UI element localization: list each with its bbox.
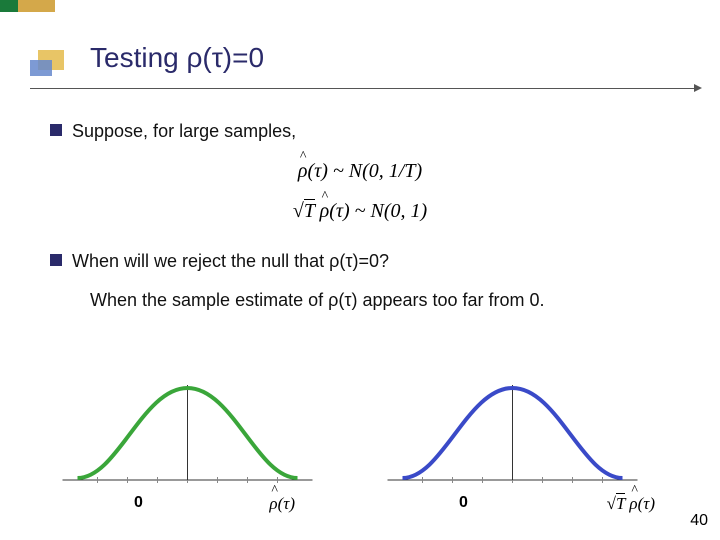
bullet-1: Suppose, for large samples,	[50, 120, 680, 143]
curve-right-xlabel: √T ρ(τ)	[607, 494, 655, 514]
curve-left-xlabel: ρ(τ)	[269, 494, 295, 514]
title-block: Testing ρ(τ)=0	[30, 42, 700, 74]
curve-right: 0 √T ρ(τ)	[365, 370, 660, 510]
curves-row: 0 ρ(τ) 0 √T ρ(τ)	[40, 370, 660, 510]
bell-curve-right	[365, 370, 660, 510]
curve-left: 0 ρ(τ)	[40, 370, 335, 510]
title-rule	[30, 88, 700, 89]
title-arrow-icon	[694, 84, 702, 92]
page-number: 40	[690, 512, 708, 530]
bullet-marker	[50, 124, 62, 136]
answer-text: When the sample estimate of ρ(τ) appears…	[90, 290, 545, 311]
bell-curve-left	[40, 370, 335, 510]
corner-decoration	[0, 0, 55, 25]
title-icon	[30, 50, 75, 78]
bullet-1-text: Suppose, for large samples,	[72, 120, 296, 143]
bullet-2-text: When will we reject the null that ρ(τ)=0…	[72, 250, 389, 273]
curve-right-zero: 0	[459, 494, 468, 512]
bullet-marker	[50, 254, 62, 266]
bullet-2: When will we reject the null that ρ(τ)=0…	[50, 250, 680, 273]
formula-1: ρ(τ) ~ N(0, 1/T)	[0, 160, 720, 183]
curve-left-zero: 0	[134, 494, 143, 512]
page-title: Testing ρ(τ)=0	[90, 42, 700, 74]
formula-2: √T ρ(τ) ~ N(0, 1)	[0, 200, 720, 223]
